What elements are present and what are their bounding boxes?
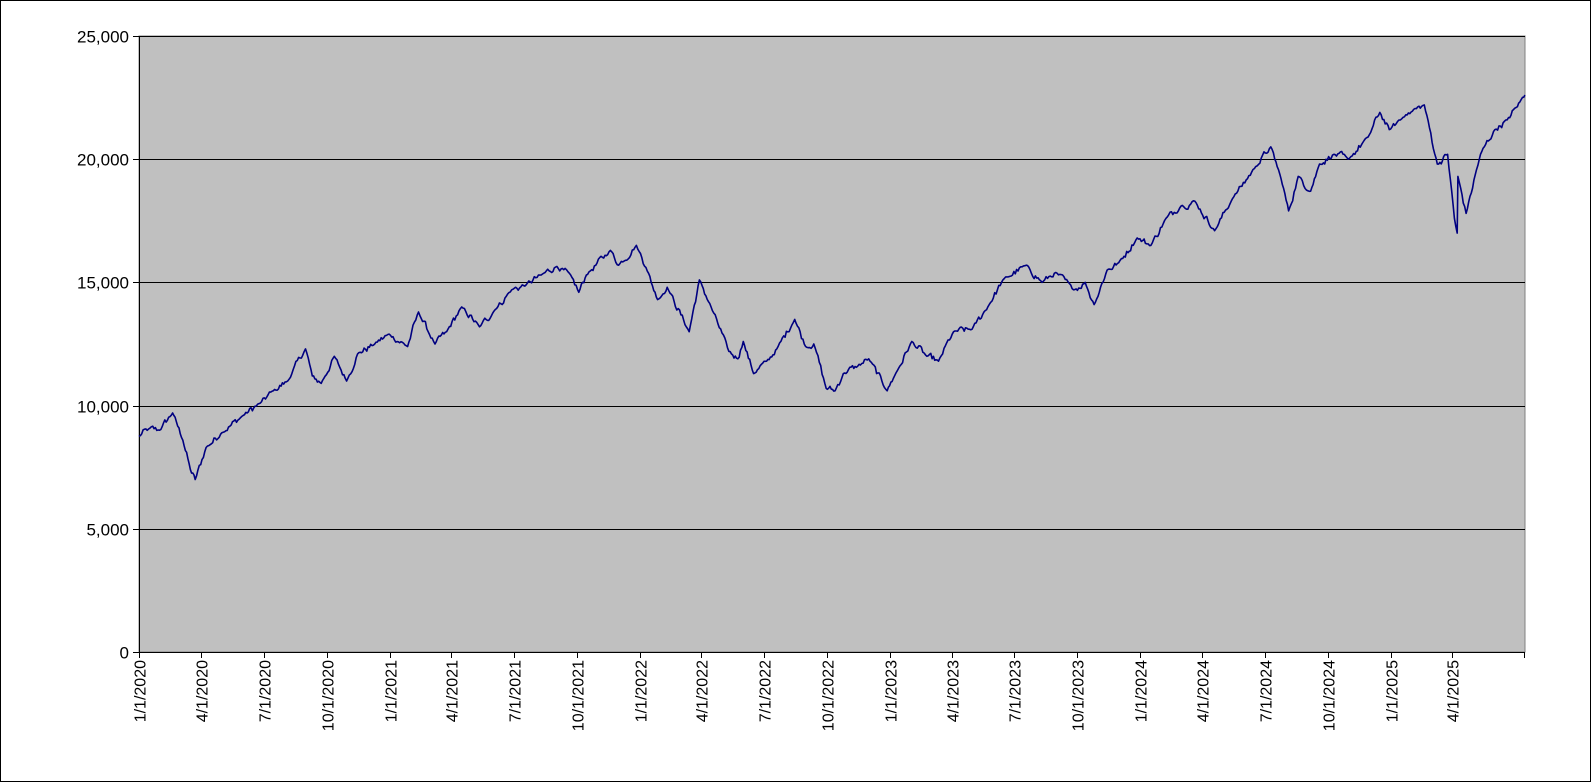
x-tick-label: 10/1/2024 bbox=[1322, 660, 1339, 731]
x-tick-label: 10/1/2023 bbox=[1071, 660, 1088, 731]
x-tick-label: 10/1/2021 bbox=[571, 660, 588, 731]
x-tick-label: 4/1/2025 bbox=[1446, 660, 1463, 722]
axes bbox=[133, 36, 1525, 658]
plot-area bbox=[138, 35, 1526, 653]
gridlines bbox=[139, 36, 1525, 530]
x-tick-label: 1/1/2025 bbox=[1385, 660, 1402, 722]
x-tick-label: 4/1/2024 bbox=[1196, 660, 1213, 722]
x-tick-label: 4/1/2021 bbox=[445, 660, 462, 722]
x-tick-label: 7/1/2023 bbox=[1008, 660, 1025, 722]
y-tick-label: 25,000 bbox=[77, 28, 129, 47]
x-tick-label: 1/1/2020 bbox=[133, 660, 150, 722]
x-tick-label: 1/1/2022 bbox=[634, 660, 651, 722]
x-tick-label: 7/1/2024 bbox=[1259, 660, 1276, 722]
x-tick-label: 4/1/2022 bbox=[695, 660, 712, 722]
y-tick-label: 15,000 bbox=[77, 274, 129, 293]
x-tick-label: 1/1/2021 bbox=[384, 660, 401, 722]
x-tick-label: 1/1/2023 bbox=[884, 660, 901, 722]
x-tick-label: 4/1/2023 bbox=[946, 660, 963, 722]
y-tick-label: 10,000 bbox=[77, 398, 129, 417]
x-tick-label: 1/1/2024 bbox=[1134, 660, 1151, 722]
y-tick-label: 0 bbox=[120, 644, 129, 663]
x-tick-label: 7/1/2022 bbox=[758, 660, 775, 722]
x-axis-tick-labels: 1/1/2020 4/1/2020 7/1/2020 10/1/2020 1/1/202… bbox=[133, 660, 1463, 731]
x-tick-label: 7/1/2021 bbox=[508, 660, 525, 722]
x-tick-label: 10/1/2022 bbox=[821, 660, 838, 731]
series-layer bbox=[138, 94, 1526, 481]
x-tick-label: 10/1/2020 bbox=[321, 660, 338, 731]
y-tick-label: 5,000 bbox=[86, 521, 129, 540]
series-line bbox=[138, 94, 1526, 481]
x-tick-label: 4/1/2020 bbox=[195, 660, 212, 722]
y-tick-label: 20,000 bbox=[77, 151, 129, 170]
y-axis-tick-labels: 0 5,000 10,000 15,000 20,000 25,000 bbox=[77, 28, 129, 663]
x-tick-label: 7/1/2020 bbox=[258, 660, 275, 722]
